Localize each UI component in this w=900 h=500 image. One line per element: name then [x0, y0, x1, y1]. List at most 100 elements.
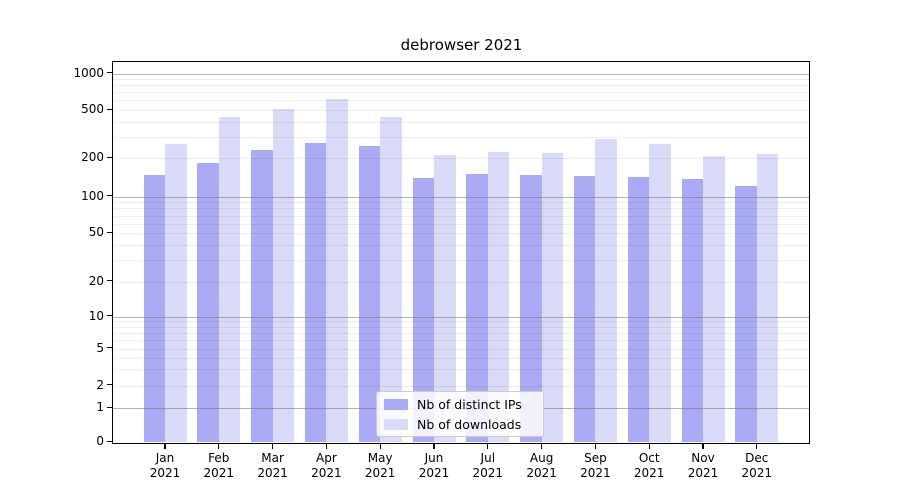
- y-tick-mark-1: [107, 406, 112, 408]
- x-tick-month: Sep: [584, 451, 607, 465]
- x-tick-month: Dec: [745, 451, 769, 465]
- bar-distinct-ips-jan: [143, 175, 165, 442]
- x-tick-year: 2021: [472, 466, 504, 480]
- bar-distinct-ips-dec: [735, 186, 757, 442]
- x-tick-month: Oct: [638, 451, 660, 465]
- bar-downloads-sep: [595, 138, 617, 442]
- x-axis-tick-label-jun: Jun 2021: [402, 451, 466, 481]
- plot-area: Nb of distinct IPs Nb of downloads: [112, 61, 810, 444]
- bar-downloads-jan: [165, 144, 187, 442]
- bar-distinct-ips-nov: [681, 179, 703, 442]
- x-tick-month: Feb: [208, 451, 230, 465]
- y-axis-tick-label-1000: 1000: [73, 65, 104, 80]
- gridline-20: [113, 281, 809, 283]
- bar-distinct-ips-mar: [251, 149, 273, 442]
- bar-distinct-ips-aug: [520, 174, 542, 442]
- y-tick-mark-2: [107, 384, 112, 386]
- gridline-10: [113, 316, 809, 318]
- x-tick-mark-nov: [702, 444, 704, 449]
- y-tick-mark-0: [107, 440, 112, 442]
- x-axis-tick-label-jul: Jul 2021: [456, 451, 520, 481]
- x-axis-tick-label-nov: Nov 2021: [671, 451, 735, 481]
- y-tick-mark-20: [107, 280, 112, 282]
- bar-downloads-mar: [272, 108, 295, 442]
- gridline-70: [113, 215, 809, 217]
- y-axis-tick-label-1: 1: [96, 400, 104, 414]
- x-tick-mark-apr: [325, 444, 327, 449]
- x-axis-tick-label-feb: Feb 2021: [187, 451, 251, 481]
- gridline-300: [113, 136, 809, 138]
- bar-downloads-feb: [218, 117, 241, 442]
- bar-distinct-ips-feb: [197, 162, 219, 442]
- x-tick-mark-may: [379, 444, 381, 449]
- x-tick-mark-oct: [648, 444, 650, 449]
- y-tick-mark-100: [107, 195, 112, 197]
- y-tick-mark-200: [107, 156, 112, 158]
- x-tick-month: Aug: [529, 451, 554, 465]
- x-tick-mark-aug: [541, 444, 543, 449]
- bar-distinct-ips-sep: [573, 176, 596, 442]
- y-axis-tick-label-2: 2: [96, 377, 104, 392]
- gridline-2: [113, 385, 809, 387]
- legend-label-downloads: Nb of downloads: [417, 417, 522, 432]
- x-axis-tick-label-mar: Mar 2021: [241, 451, 305, 481]
- y-axis-tick-label-100: 100: [81, 188, 104, 203]
- x-tick-year: 2021: [418, 466, 450, 480]
- bar-downloads-apr: [326, 99, 348, 442]
- gridline-9: [113, 321, 809, 323]
- gridline-500: [113, 110, 809, 111]
- x-tick-year: 2021: [203, 466, 235, 480]
- bar-distinct-ips-apr: [304, 143, 327, 442]
- x-axis-tick-label-dec: Dec 2021: [725, 451, 789, 481]
- x-tick-year: 2021: [580, 466, 611, 480]
- bar-downloads-jul: [487, 152, 510, 442]
- x-tick-month: Jan: [155, 451, 175, 465]
- x-tick-year: 2021: [687, 466, 719, 480]
- x-tick-mark-jul: [487, 444, 489, 449]
- y-tick-mark-50: [107, 231, 112, 233]
- legend-entry-distinct-ips: Nb of distinct IPs: [384, 397, 535, 412]
- bar-downloads-aug: [541, 153, 564, 442]
- gridline-40: [113, 245, 809, 247]
- x-tick-year: 2021: [149, 466, 181, 480]
- y-axis-tick-label-10: 10: [88, 308, 104, 323]
- gridline-100: [113, 196, 809, 198]
- x-tick-month: Nov: [691, 451, 715, 465]
- x-tick-year: 2021: [364, 466, 396, 480]
- x-tick-mark-sep: [594, 444, 596, 449]
- y-axis-tick-label-50: 50: [88, 225, 104, 240]
- gridline-400: [113, 121, 809, 123]
- x-tick-year: 2021: [257, 466, 288, 480]
- x-tick-month: Jul: [480, 451, 496, 465]
- gridline-30: [113, 260, 809, 262]
- legend: Nb of distinct IPs Nb of downloads: [376, 391, 544, 437]
- legend-swatch-downloads-icon: [384, 419, 408, 430]
- gridline-80: [113, 208, 809, 210]
- legend-swatch-distinct-ips-icon: [384, 399, 408, 410]
- gridline-4: [113, 357, 809, 359]
- bar-distinct-ips-may: [358, 146, 381, 442]
- bar-distinct-ips-jun: [412, 178, 434, 442]
- x-tick-year: 2021: [526, 466, 557, 480]
- legend-label-distinct-ips: Nb of distinct IPs: [417, 397, 522, 412]
- bar-downloads-may: [380, 117, 402, 442]
- x-tick-mark-mar: [272, 444, 274, 449]
- gridline-90: [113, 202, 809, 204]
- x-tick-mark-feb: [218, 444, 220, 449]
- gridline-7: [113, 332, 809, 334]
- x-axis-tick-label-jan: Jan 2021: [133, 451, 197, 481]
- x-tick-month: May: [367, 451, 393, 465]
- y-axis-tick-label-200: 200: [81, 150, 104, 165]
- y-tick-mark-500: [107, 108, 112, 110]
- x-tick-month: Mar: [261, 451, 284, 465]
- gridline-700: [113, 92, 809, 94]
- gridline-5: [113, 348, 809, 350]
- x-tick-month: Apr: [316, 451, 337, 465]
- gridline-3: [113, 369, 809, 371]
- x-axis-tick-label-aug: Aug 2021: [510, 451, 574, 481]
- x-tick-year: 2021: [311, 466, 342, 480]
- gridline-8: [113, 326, 809, 328]
- bar-downloads-oct: [649, 144, 671, 442]
- x-tick-mark-dec: [756, 444, 758, 449]
- bar-downloads-dec: [756, 154, 779, 442]
